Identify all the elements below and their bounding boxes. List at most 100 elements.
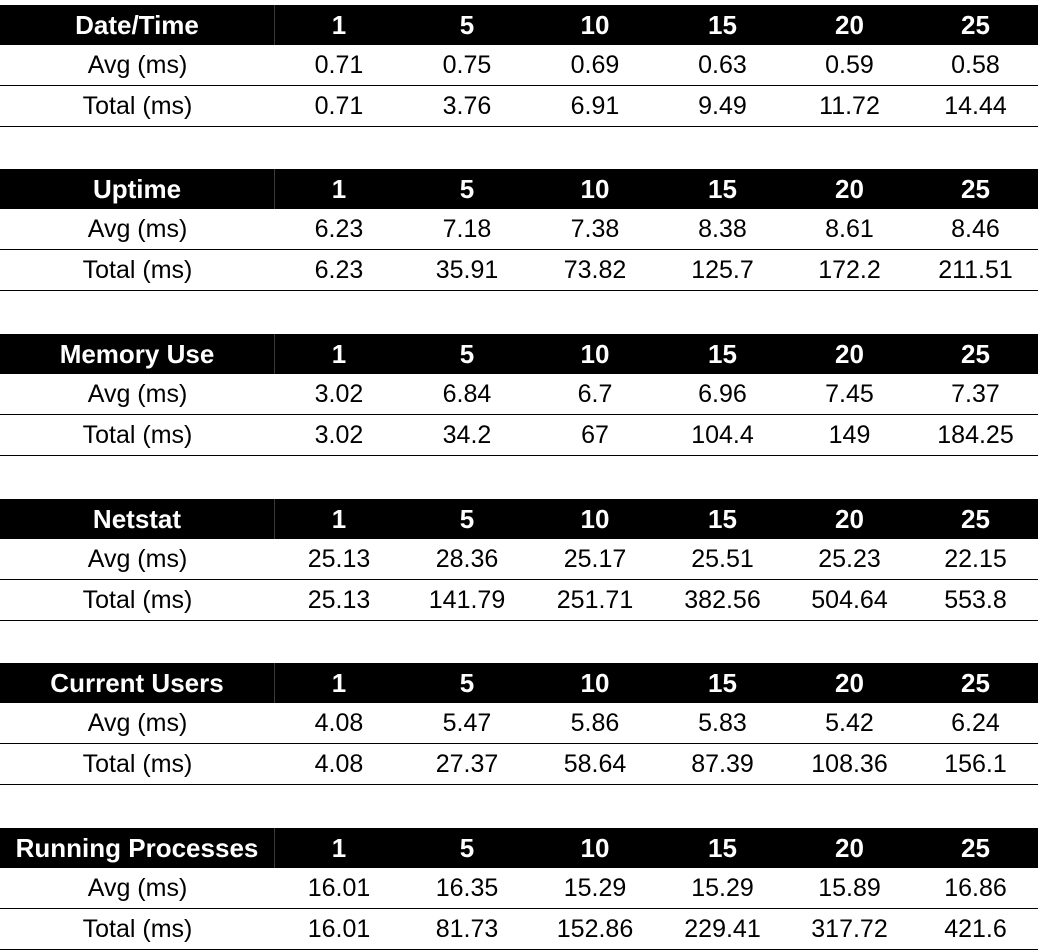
column-header: 20 <box>835 832 864 863</box>
table-cell: 5.47 <box>442 708 492 737</box>
table-cell: 25.13 <box>307 544 371 573</box>
table-cell: 7.45 <box>825 379 874 408</box>
table-title: Netstat <box>0 499 275 539</box>
table-cell: 15.89 <box>818 873 881 902</box>
column-header: 1 <box>331 9 347 40</box>
table-row: Avg (ms) 0.71 0.75 0.69 0.63 0.59 0.58 <box>0 45 1038 86</box>
table-cell: 7.18 <box>442 214 492 243</box>
column-header: 5 <box>459 832 475 863</box>
table-cell: 25.23 <box>818 544 881 573</box>
row-label: Total (ms) <box>82 91 193 120</box>
column-header: 25 <box>961 503 990 534</box>
table-title: Memory Use <box>0 334 275 374</box>
table-cell: 211.51 <box>938 255 1013 284</box>
table-cell: 73.82 <box>563 255 627 284</box>
table-cell: 16.01 <box>307 873 371 902</box>
table-cell: 5.42 <box>825 708 874 737</box>
table-cell: 8.61 <box>825 214 874 243</box>
column-header: 5 <box>459 503 475 534</box>
column-header: 20 <box>835 338 864 369</box>
column-header: 5 <box>459 173 475 204</box>
table-cell: 11.72 <box>819 91 880 120</box>
column-header: 15 <box>708 832 737 863</box>
table-row: Avg (ms) 4.08 5.47 5.86 5.83 5.42 6.24 <box>0 703 1038 744</box>
table-cell: 5.83 <box>698 708 747 737</box>
table-cell: 25.17 <box>563 544 627 573</box>
table-cell: 317.72 <box>811 914 888 943</box>
row-label: Total (ms) <box>82 585 193 614</box>
table-row: Avg (ms) 3.02 6.84 6.7 6.96 7.45 7.37 <box>0 374 1038 415</box>
column-header: 10 <box>580 503 610 534</box>
table-row: Avg (ms) 25.13 28.36 25.17 25.51 25.23 22.15 <box>0 539 1038 580</box>
table-cell: 16.35 <box>435 873 499 902</box>
column-header: 1 <box>331 173 347 204</box>
table-cell: 7.38 <box>570 214 620 243</box>
table-cell: 6.24 <box>951 708 1000 737</box>
column-header: 10 <box>580 338 610 369</box>
table-cell: 14.44 <box>944 91 1007 120</box>
table-cell: 6.91 <box>570 91 620 120</box>
column-header: 10 <box>580 173 610 204</box>
column-header: 1 <box>331 338 347 369</box>
table-row: Avg (ms) 6.23 7.18 7.38 8.38 8.61 8.46 <box>0 209 1038 250</box>
table-cell: 6.84 <box>442 379 492 408</box>
table-cell: 504.64 <box>811 585 888 614</box>
row-label: Avg (ms) <box>87 50 188 79</box>
table-header-row: Memory Use 1 5 10 15 20 25 <box>0 334 1038 374</box>
table-row: Avg (ms) 16.01 16.35 15.29 15.29 15.89 16.86 <box>0 868 1038 909</box>
table-cell: 3.02 <box>314 379 364 408</box>
column-header: 25 <box>961 832 990 863</box>
table-cell: 6.96 <box>698 379 747 408</box>
table-cell: 0.71 <box>314 91 364 120</box>
row-label: Avg (ms) <box>87 873 188 902</box>
table-cell: 6.23 <box>314 255 364 284</box>
table-cell: 3.76 <box>442 91 492 120</box>
table-cell: 172.2 <box>818 255 881 284</box>
table-cell: 8.38 <box>698 214 747 243</box>
column-header: 10 <box>580 9 610 40</box>
table-cell: 141.79 <box>428 585 506 614</box>
column-header: 1 <box>331 503 347 534</box>
column-header: 20 <box>835 503 864 534</box>
row-label: Avg (ms) <box>87 544 188 573</box>
table-cell: 35.91 <box>435 255 499 284</box>
column-header: 25 <box>961 173 990 204</box>
column-header: 20 <box>835 667 864 698</box>
table-cell: 152.86 <box>556 914 634 943</box>
table-title: Uptime <box>0 169 275 209</box>
table-cell: 0.71 <box>314 50 364 79</box>
table-cell: 5.86 <box>570 708 620 737</box>
table-cell: 0.63 <box>698 50 747 79</box>
column-header: 10 <box>580 832 610 863</box>
table-header-row: Current Users 1 5 10 15 20 25 <box>0 663 1038 703</box>
row-label: Total (ms) <box>82 914 193 943</box>
row-label: Avg (ms) <box>87 708 188 737</box>
column-header: 15 <box>708 503 737 534</box>
table-row: Total (ms) 4.08 27.37 58.64 87.39 108.36 156.1 <box>0 744 1038 785</box>
table-cell: 184.25 <box>937 420 1014 449</box>
table-cell: 149 <box>828 420 871 449</box>
table-cell: 156.1 <box>944 749 1007 778</box>
table-cell: 8.46 <box>951 214 1000 243</box>
table-cell: 22.15 <box>944 544 1007 573</box>
table-cell: 0.58 <box>951 50 1000 79</box>
row-label: Total (ms) <box>82 420 193 449</box>
table-cell: 67 <box>581 420 609 449</box>
table-cell: 251.71 <box>556 585 634 614</box>
table-cell: 25.13 <box>307 585 371 614</box>
column-header: 1 <box>331 832 347 863</box>
table-cell: 25.51 <box>691 544 754 573</box>
table-row: Total (ms) 3.02 34.2 67 104.4 149 184.25 <box>0 415 1038 456</box>
row-label: Total (ms) <box>82 749 193 778</box>
column-header: 20 <box>835 9 864 40</box>
column-header: 5 <box>459 667 475 698</box>
table-cell: 15.29 <box>691 873 754 902</box>
column-header: 15 <box>708 9 737 40</box>
table-cell: 27.37 <box>435 749 499 778</box>
table-cell: 4.08 <box>314 749 364 778</box>
table-title: Date/Time <box>0 5 275 45</box>
table-title: Running Processes <box>0 828 275 868</box>
table-cell: 382.56 <box>684 585 761 614</box>
row-label: Total (ms) <box>82 255 193 284</box>
table-row: Total (ms) 25.13 141.79 251.71 382.56 504.64 5… <box>0 580 1038 621</box>
